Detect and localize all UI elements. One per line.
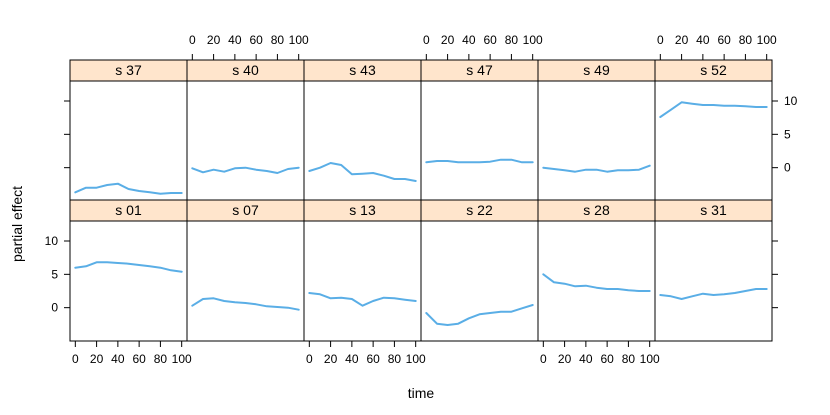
x-tick-label: 0 — [423, 33, 430, 47]
panel-frame — [420, 80, 539, 202]
x-tick-label: 60 — [249, 33, 263, 47]
series-line — [542, 164, 651, 173]
x-tick-label: 80 — [505, 33, 519, 47]
x-tick-label: 20 — [441, 33, 455, 47]
y-tick-label: 5 — [51, 267, 58, 281]
panel-s07: s 07 — [186, 199, 305, 342]
x-tick-label: 60 — [717, 33, 731, 47]
panel-frame — [654, 80, 773, 202]
panel-s40: s 40 — [186, 59, 305, 202]
panel-frame — [186, 220, 305, 342]
x-tick-label: 60 — [483, 33, 497, 47]
panel-s01: s 01 — [69, 199, 188, 342]
strip-label: s 13 — [349, 202, 376, 218]
panel-s13: s 13 — [303, 199, 422, 342]
panel-frame — [69, 220, 188, 342]
y-tick-label: 0 — [784, 161, 791, 175]
x-tick-label: 0 — [540, 352, 547, 366]
y-tick-label: 0 — [51, 301, 58, 315]
x-tick-label: 80 — [271, 33, 285, 47]
panel-s37: s 37 — [69, 59, 188, 202]
x-tick-label: 20 — [558, 352, 572, 366]
x-tick-label: 80 — [622, 352, 636, 366]
panel-frame — [654, 220, 773, 342]
x-tick-label: 100 — [757, 33, 777, 47]
x-tick-label: 40 — [696, 33, 710, 47]
x-tick-label: 60 — [366, 352, 380, 366]
panel-frame — [303, 220, 422, 342]
series-line — [74, 182, 183, 195]
series-line — [425, 304, 534, 326]
panel-s28: s 28 — [537, 199, 656, 342]
strip-label: s 47 — [466, 62, 493, 78]
x-tick-label: 20 — [90, 352, 104, 366]
x-tick-label: 40 — [579, 352, 593, 366]
x-tick-label: 40 — [228, 33, 242, 47]
x-tick-label: 100 — [640, 352, 660, 366]
x-tick-label: 100 — [406, 352, 426, 366]
x-tick-label: 80 — [739, 33, 753, 47]
panel-s22: s 22 — [420, 199, 539, 342]
panel-s43: s 43 — [303, 59, 422, 202]
strip-label: s 37 — [115, 62, 142, 78]
series-line — [308, 162, 417, 182]
strip-label: s 22 — [466, 202, 493, 218]
panel-s31: s 31 — [654, 199, 773, 342]
strip-label: s 07 — [232, 202, 259, 218]
strip-label: s 52 — [700, 62, 727, 78]
strip-label: s 43 — [349, 62, 376, 78]
x-tick-label: 80 — [388, 352, 402, 366]
series-line — [74, 261, 183, 273]
x-tick-label: 40 — [111, 352, 125, 366]
x-tick-label: 0 — [189, 33, 196, 47]
y-axis-title: partial effect — [9, 186, 25, 262]
strip-label: s 49 — [583, 62, 610, 78]
x-tick-label: 60 — [600, 352, 614, 366]
series-line — [659, 288, 768, 300]
x-tick-label: 20 — [675, 33, 689, 47]
x-tick-label: 40 — [345, 352, 359, 366]
panel-s49: s 49 — [537, 59, 656, 202]
panel-s52: s 52 — [654, 59, 773, 202]
series-line — [542, 273, 651, 292]
x-tick-label: 0 — [657, 33, 664, 47]
strip-label: s 40 — [232, 62, 259, 78]
x-tick-label: 80 — [154, 352, 168, 366]
y-tick-label: 10 — [45, 234, 59, 248]
series-line — [191, 297, 300, 311]
y-tick-label: 5 — [784, 127, 791, 141]
x-tick-label: 100 — [523, 33, 543, 47]
series-line — [191, 166, 300, 174]
panel-frame — [69, 80, 188, 202]
x-tick-label: 20 — [207, 33, 221, 47]
strip-label: s 28 — [583, 202, 610, 218]
panels-layer: s 37 s 40 s 43 s 47 s 49 s 52 s 01 s 07 s 13 s 22… — [69, 59, 773, 342]
x-axis-title: time — [408, 385, 435, 401]
series-line — [425, 158, 534, 164]
x-tick-label: 60 — [132, 352, 146, 366]
panel-s47: s 47 — [420, 59, 539, 202]
panel-frame — [186, 80, 305, 202]
strip-label: s 01 — [115, 202, 142, 218]
strip-label: s 31 — [700, 202, 727, 218]
panel-frame — [537, 220, 656, 342]
x-tick-label: 0 — [306, 352, 313, 366]
series-line — [659, 101, 768, 118]
x-tick-label: 40 — [462, 33, 476, 47]
x-tick-label: 0 — [72, 352, 79, 366]
series-line — [308, 292, 417, 307]
x-tick-label: 100 — [289, 33, 309, 47]
x-tick-label: 20 — [324, 352, 338, 366]
x-tick-label: 100 — [172, 352, 192, 366]
panel-frame — [537, 80, 656, 202]
y-tick-label: 10 — [784, 94, 798, 108]
panel-frame — [303, 80, 422, 202]
